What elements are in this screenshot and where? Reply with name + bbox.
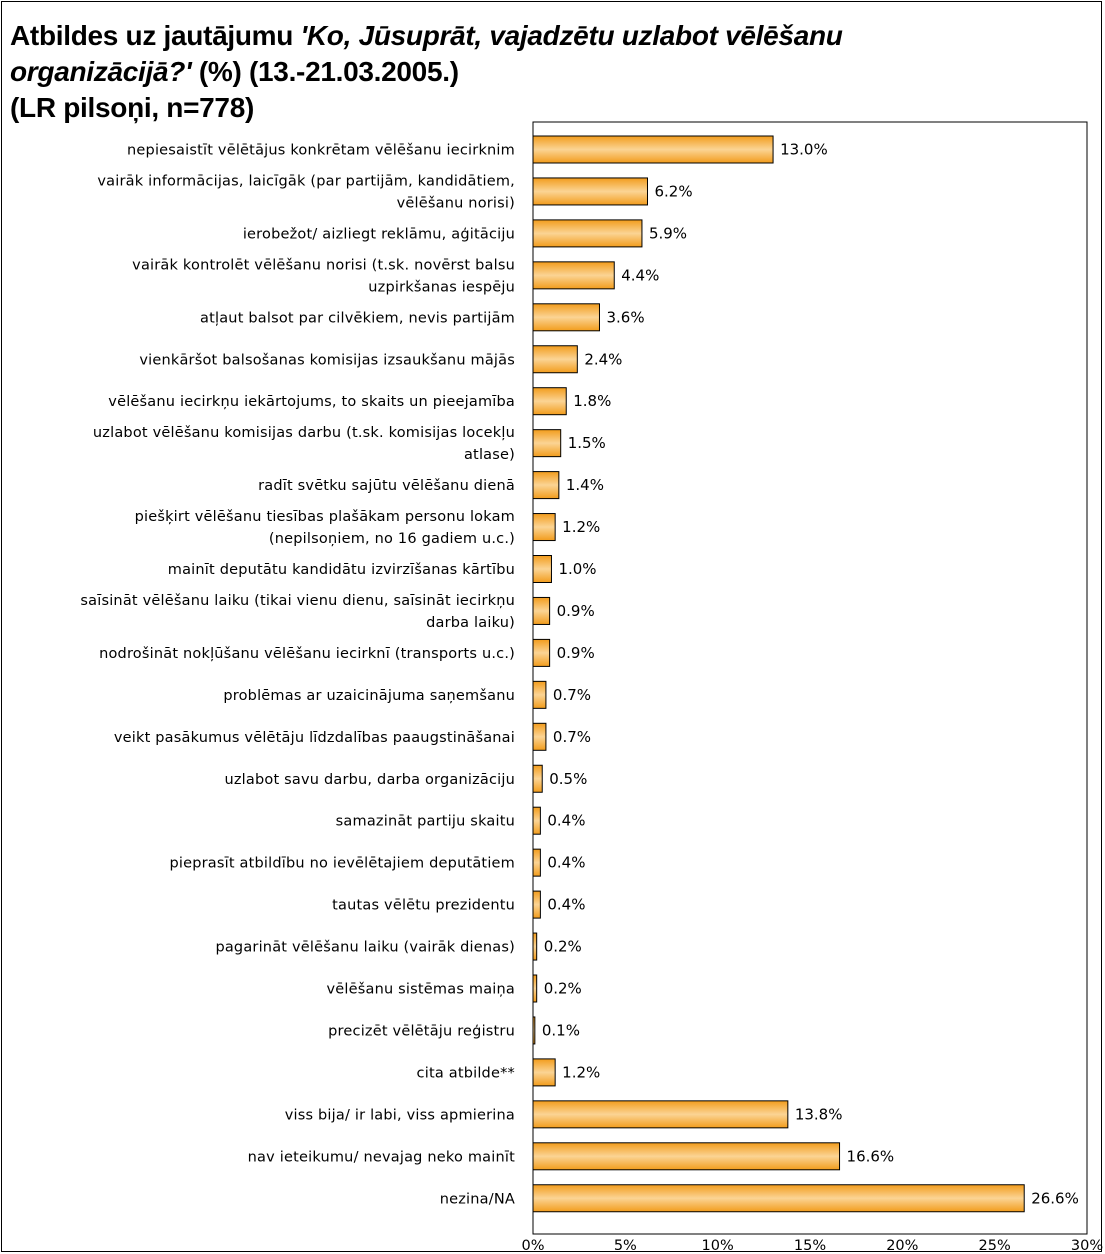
category-label: nodrošināt nokļūšanu vēlēšanu iecirknī (… <box>99 646 515 662</box>
x-tick-label: 30% <box>1071 1238 1103 1254</box>
bar-value-label: 0.1% <box>542 1021 580 1039</box>
category-label: pagarināt vēlēšanu laiku (vairāk dienas) <box>215 940 515 956</box>
category-label: darba laiku) <box>426 615 515 631</box>
category-label: vienkāršot balsošanas komisijas izsaukša… <box>139 352 515 368</box>
bar <box>532 135 774 164</box>
bar <box>532 429 562 458</box>
x-tick-label: 25% <box>979 1238 1011 1254</box>
bar <box>532 680 547 709</box>
category-label: samazināt partiju skaitu <box>336 814 515 830</box>
category-label: uzpirkšanas iespēju <box>368 279 515 295</box>
bar-value-label: 4.4% <box>621 266 659 284</box>
category-label: veikt pasākumus vēlētāju līdzdalības paa… <box>114 730 515 746</box>
category-label: nezina/NA <box>440 1191 515 1207</box>
bar <box>532 471 560 500</box>
bar <box>532 1184 1025 1213</box>
category-label: pieprasīt atbildību no ievēlētajiem depu… <box>169 856 515 872</box>
x-tick-label: 10% <box>702 1238 734 1254</box>
bar <box>532 513 556 542</box>
bar-value-label: 0.7% <box>553 728 591 746</box>
bar-value-label: 6.2% <box>654 182 692 200</box>
title-part2: (%) (13.-21.03.2005.) <box>191 56 459 87</box>
bar-value-label: 0.9% <box>557 602 595 620</box>
bar-value-label: 1.4% <box>566 476 604 494</box>
category-label: precizēt vēlētāju reģistru <box>328 1023 515 1039</box>
bar-value-label: 1.0% <box>558 560 596 578</box>
bar <box>532 345 578 374</box>
category-label: piešķirt vēlēšanu tiesības plašākam pers… <box>135 509 515 525</box>
bar <box>532 177 648 206</box>
bar <box>532 1100 789 1129</box>
bar <box>532 638 551 667</box>
bar <box>532 722 547 751</box>
bar <box>532 596 551 625</box>
x-tick-label: 15% <box>794 1238 826 1254</box>
category-label: uzlabot vēlēšanu komisijas darbu (t.sk. … <box>93 425 515 441</box>
category-label: saīsināt vēlēšanu laiku (tikai vienu die… <box>80 593 515 609</box>
category-label: uzlabot savu darbu, darba organizāciju <box>224 772 515 788</box>
x-tick-label: 0% <box>521 1238 544 1254</box>
bar <box>532 806 541 835</box>
bar-value-label: 0.2% <box>544 980 582 998</box>
bar-value-label: 16.6% <box>847 1147 895 1165</box>
bar-value-label: 13.0% <box>780 141 828 159</box>
bar-value-label: 0.2% <box>544 938 582 956</box>
bar-value-label: 3.6% <box>606 308 644 326</box>
category-label: mainīt deputātu kandidātu izvirzīšanas k… <box>168 562 515 578</box>
category-label: atlase) <box>464 447 515 463</box>
category-label: (nepilsoņiem, no 16 gadiem u.c.) <box>269 531 515 547</box>
bar <box>532 974 538 1003</box>
bar <box>532 555 552 583</box>
bar <box>532 1142 841 1171</box>
category-label: cita atbilde** <box>417 1065 515 1081</box>
category-label: radīt svētku sajūtu vēlēšanu dienā <box>258 478 515 494</box>
bar <box>532 387 567 416</box>
category-label: vēlēšanu iecirkņu iekārtojums, to skaits… <box>108 394 515 410</box>
plot-area: 13.0% nepiesaistīt vēlētājus konkrētam vē… <box>80 121 1103 1254</box>
bar-value-label: 1.5% <box>568 434 606 452</box>
category-label: nav ieteikumu/ nevajag neko mainīt <box>248 1149 515 1165</box>
title-part1: Atbildes uz jautājumu <box>10 20 301 51</box>
category-label: vairāk kontrolēt vēlēšanu norisi (t.sk. … <box>132 257 515 273</box>
category-label: vēlēšanu norisi) <box>397 195 515 211</box>
bar-value-label: 26.6% <box>1031 1189 1079 1207</box>
bar <box>532 1058 556 1087</box>
bar-value-label: 2.4% <box>584 350 622 368</box>
bar <box>532 303 600 332</box>
bar-value-label: 1.8% <box>573 392 611 410</box>
bar <box>532 848 541 877</box>
bar-value-label: 5.9% <box>649 224 687 242</box>
bar <box>532 261 615 290</box>
bar-value-label: 0.9% <box>557 644 595 662</box>
category-label: viss bija/ ir labi, viss apmierina <box>285 1107 515 1123</box>
bar-value-label: 1.2% <box>562 1063 600 1081</box>
x-tick-label: 20% <box>886 1238 918 1254</box>
category-label: problēmas ar uzaicinājuma saņemšanu <box>223 688 515 704</box>
bar <box>532 219 643 248</box>
bar-value-label: 0.4% <box>547 854 585 872</box>
category-label: ierobežot/ aizliegt reklāmu, aģitāciju <box>243 226 515 242</box>
bar-value-label: 0.5% <box>549 770 587 788</box>
bar <box>532 764 543 793</box>
bar-value-label: 0.4% <box>547 896 585 914</box>
x-tick-label: 5% <box>614 1238 637 1254</box>
bar-value-label: 13.8% <box>795 1105 843 1123</box>
bar <box>532 890 541 919</box>
bar <box>532 932 538 961</box>
plot-border <box>532 121 1088 1235</box>
bar-value-label: 1.2% <box>562 518 600 536</box>
category-label: tautas vēlētu prezidentu <box>332 898 515 914</box>
bar <box>532 1016 536 1045</box>
bar-value-label: 0.4% <box>547 812 585 830</box>
bar-value-label: 0.7% <box>553 686 591 704</box>
category-label: vairāk informācijas, laicīgāk (par parti… <box>97 173 515 189</box>
chart-title: Atbildes uz jautājumu 'Ko, Jūsuprāt, vaj… <box>10 18 910 126</box>
category-label: vēlēšanu sistēmas maiņa <box>326 982 515 998</box>
category-label: atļaut balsot par cilvēkiem, nevis parti… <box>200 310 515 326</box>
title-question: 'Ko, Jūsuprāt, vajadzētu uzlabot vēlēšan… <box>10 20 843 87</box>
title-sample: (LR pilsoņi, n=778) <box>10 92 255 123</box>
category-label: nepiesaistīt vēlētājus konkrētam vēlēšan… <box>127 143 515 159</box>
